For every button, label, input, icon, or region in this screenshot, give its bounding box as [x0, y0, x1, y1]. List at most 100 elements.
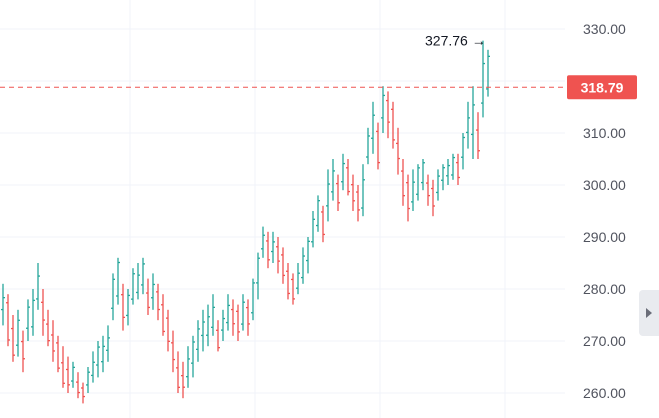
price-bar: [201, 309, 205, 352]
price-bar: [436, 169, 440, 201]
price-bar: [236, 304, 240, 341]
price-bar: [481, 40, 485, 118]
price-bar: [411, 169, 415, 211]
price-bar: [276, 237, 280, 274]
price-bar: [191, 335, 195, 378]
price-bar: [196, 320, 200, 362]
high-price-marker: 327.76 →: [425, 33, 486, 49]
price-bar: [281, 247, 285, 284]
price-bar: [41, 289, 45, 336]
current-price-tag-bg: [567, 75, 637, 100]
price-bar: [371, 101, 375, 154]
current-price-tag: 318.79: [567, 75, 637, 100]
price-bar: [311, 211, 315, 248]
price-bar: [106, 325, 110, 362]
price-bar: [51, 320, 55, 362]
price-bar: [426, 174, 430, 206]
price-scale-expand-handle[interactable]: [639, 290, 659, 336]
price-bar: [431, 179, 435, 217]
price-bar: [406, 174, 410, 222]
y-tick-label: 330.00: [583, 21, 626, 37]
price-bar: [181, 361, 185, 399]
price-bar: [306, 237, 310, 274]
price-bar: [356, 185, 360, 222]
price-bar: [476, 112, 480, 159]
price-bar: [131, 268, 135, 305]
y-tick-label: 280.00: [583, 281, 626, 297]
price-bar: [326, 169, 330, 222]
price-bar: [46, 309, 50, 347]
y-tick-label: 310.00: [583, 125, 626, 141]
price-bar: [86, 367, 90, 393]
price-bar: [446, 159, 450, 185]
price-bar: [376, 122, 380, 170]
price-bar: [456, 153, 460, 185]
price-bar: [31, 289, 35, 336]
price-bar: [81, 382, 85, 404]
price-bar: [471, 86, 475, 159]
chevron-right-icon: [646, 308, 652, 318]
price-bar: [336, 174, 340, 211]
price-bar: [296, 263, 300, 295]
price-bar: [101, 335, 105, 373]
price-bar: [266, 231, 270, 269]
price-bar: [231, 299, 235, 336]
price-bar: [221, 309, 225, 341]
price-bar: [271, 231, 275, 263]
price-bar: [121, 283, 125, 331]
price-bar: [246, 299, 250, 336]
price-bar: [71, 361, 75, 388]
price-bar: [361, 164, 365, 217]
price-axis: 330.00320.00310.00300.00290.00280.00270.…: [583, 21, 626, 401]
price-bar: [56, 335, 60, 373]
y-tick-label: 300.00: [583, 177, 626, 193]
price-bar: [261, 226, 265, 258]
price-bar: [61, 346, 65, 388]
price-bar: [151, 273, 155, 310]
price-bar: [11, 315, 15, 362]
price-bar: [111, 273, 115, 321]
price-bar: [341, 153, 345, 191]
price-bars: [1, 40, 490, 404]
price-bar: [1, 283, 5, 326]
price-bar: [176, 351, 180, 393]
price-bar: [256, 252, 260, 300]
price-bar: [441, 164, 445, 191]
price-bar: [226, 294, 230, 331]
price-bar: [166, 309, 170, 352]
price-bar: [291, 273, 295, 305]
price-bar: [206, 304, 210, 347]
price-bar: [116, 257, 120, 305]
price-bar: [36, 263, 40, 310]
price-bar: [286, 263, 290, 300]
price-bar: [451, 153, 455, 180]
price-bar: [136, 263, 140, 300]
price-bar: [6, 294, 10, 347]
price-bar: [416, 164, 420, 201]
price-bar: [251, 278, 255, 321]
price-bar: [396, 127, 400, 175]
price-bar: [96, 341, 100, 378]
price-bar: [66, 356, 70, 393]
price-bar: [351, 174, 355, 211]
price-bar: [466, 101, 470, 149]
price-bar: [171, 330, 175, 373]
price-bar: [216, 320, 220, 352]
price-bar: [141, 257, 145, 295]
price-bar: [301, 247, 305, 284]
price-bar: [391, 101, 395, 149]
current-price-label: 318.79: [581, 79, 624, 95]
price-bar: [316, 195, 320, 232]
price-bar: [126, 289, 130, 326]
price-bar: [76, 372, 80, 399]
price-bar: [211, 294, 215, 336]
price-bar: [321, 205, 325, 243]
price-bar: [461, 133, 465, 170]
y-tick-label: 290.00: [583, 229, 626, 245]
price-bar: [386, 91, 390, 139]
price-bar: [26, 299, 30, 341]
price-bar: [346, 159, 350, 196]
price-bar: [421, 159, 425, 191]
price-bar: [16, 309, 20, 357]
